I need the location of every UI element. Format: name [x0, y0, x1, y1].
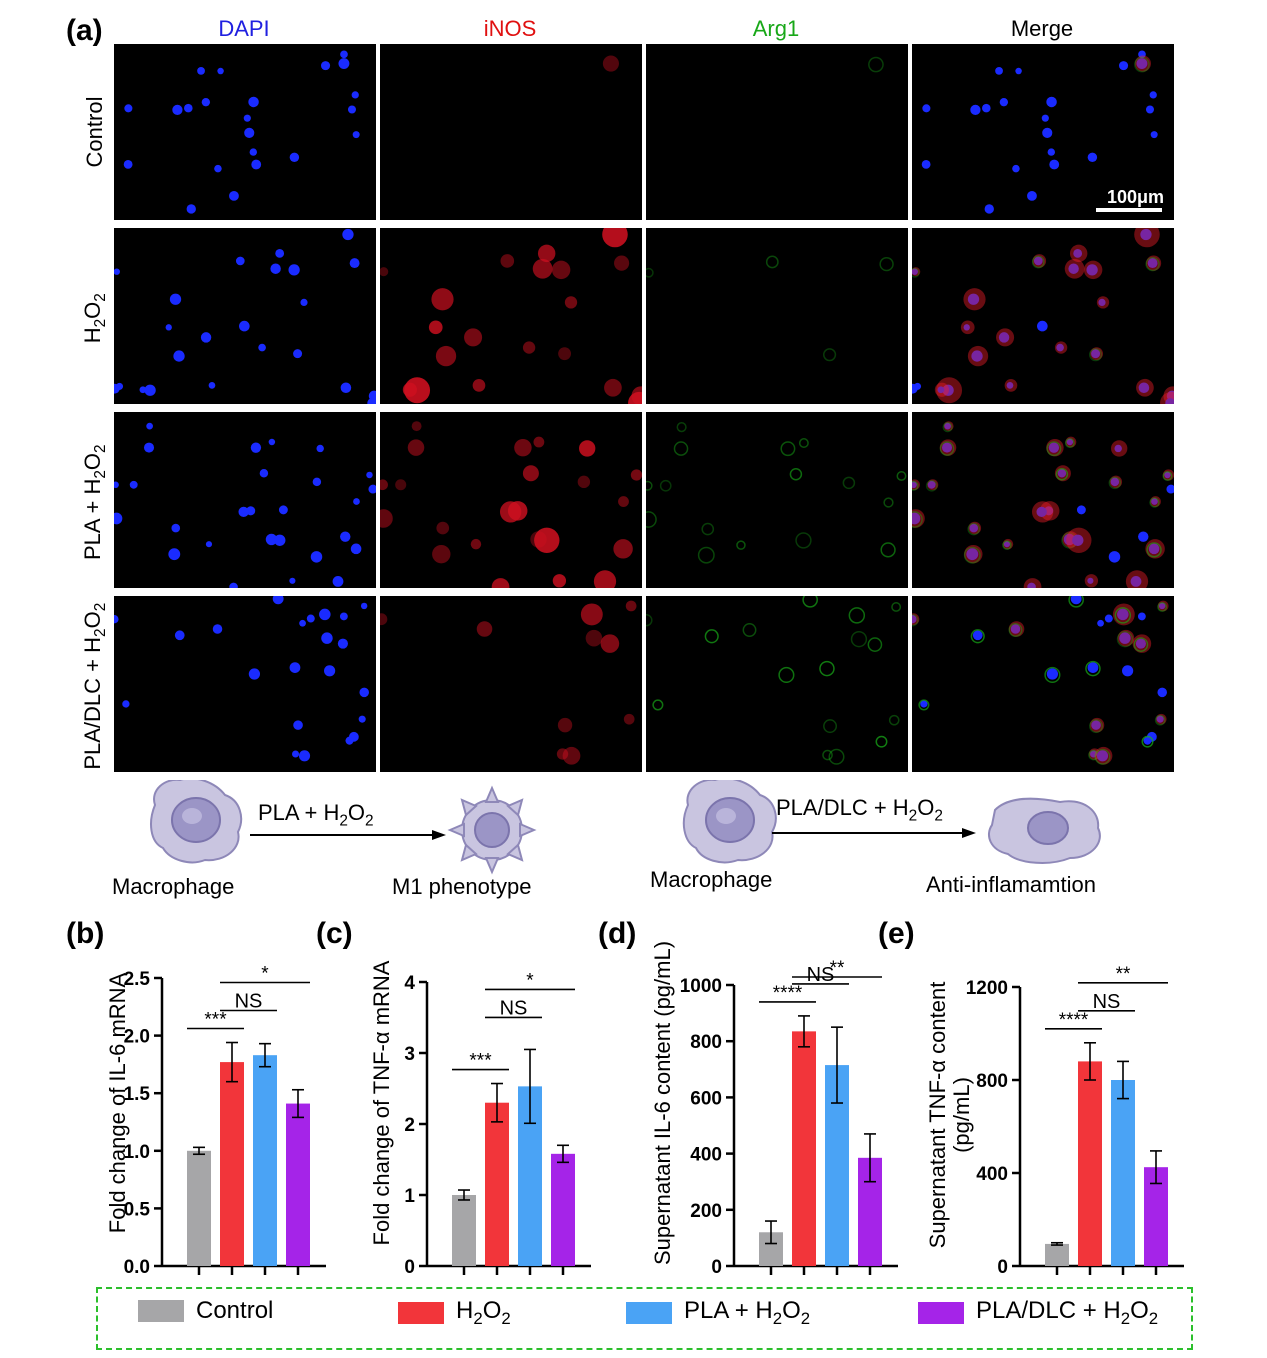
- significance-label: ***: [469, 1051, 492, 1072]
- bar-0: [452, 1195, 476, 1266]
- bar-3: [286, 1103, 310, 1266]
- macrophage-left-icon: [150, 780, 243, 864]
- panel-letter-2: (d): [598, 917, 637, 950]
- anti-inflammation-cell-icon: [988, 797, 1101, 864]
- bar-1: [485, 1102, 509, 1266]
- bar-3: [551, 1153, 575, 1266]
- y-tick-label: 400: [976, 1164, 1008, 1185]
- macrophage-label-left: Macrophage: [112, 874, 235, 899]
- y-tick-label: 1: [404, 1186, 415, 1207]
- y-tick-label: 1.5: [124, 1084, 151, 1105]
- macrophage-label-right: Macrophage: [650, 867, 773, 892]
- panel-letter-3: (e): [878, 917, 915, 950]
- bar-0: [1045, 1243, 1069, 1266]
- micrograph-merge-row2: [912, 412, 1174, 588]
- significance-label: NS: [807, 964, 835, 986]
- column-label-arg1: Arg1: [752, 16, 800, 41]
- y-tick-label: 2: [404, 1115, 415, 1136]
- y-tick-label: 1000: [680, 976, 722, 997]
- column-label-inos: iNOS: [483, 16, 537, 41]
- legend-item-3: PLA/DLC + H2O2: [918, 1297, 1158, 1329]
- significance-label: ****: [1059, 1010, 1089, 1031]
- y-tick-label: 0.5: [124, 1199, 151, 1220]
- legend-swatch: [138, 1300, 184, 1322]
- legend-label: PLA/DLC + H2O2: [976, 1297, 1159, 1328]
- legend-swatch: [398, 1301, 444, 1324]
- significance-label: NS: [500, 997, 528, 1019]
- panel-letter-1: (c): [316, 917, 353, 950]
- legend: [96, 1287, 1193, 1350]
- micrograph-dapi-row3: [114, 596, 376, 772]
- micrograph-arg1-row0: [646, 44, 908, 220]
- y-tick-label: 0.0: [124, 1257, 150, 1278]
- legend-item-0: Control: [138, 1297, 273, 1325]
- significance-label: *: [526, 970, 534, 991]
- legend-item-2: PLA + H2O2: [626, 1297, 810, 1329]
- significance-label: NS: [1093, 991, 1121, 1013]
- scale-bar-label: 100μm: [1106, 187, 1164, 207]
- legend-label: H2O2: [456, 1297, 511, 1328]
- arrow-label-pladlc: PLA/DLC + H2O2: [776, 795, 943, 825]
- significance-label: **: [830, 958, 845, 979]
- bar-1: [220, 1062, 244, 1266]
- micrograph-merge-row0: 100μm: [912, 44, 1174, 220]
- y-tick-label: 1.0: [124, 1142, 150, 1163]
- bar-2: [1111, 1080, 1135, 1266]
- bar-2: [253, 1055, 277, 1266]
- y-tick-label: 800: [976, 1071, 1008, 1092]
- y-tick-label: 2.5: [124, 969, 151, 990]
- column-label-merge: Merge: [1010, 16, 1074, 41]
- micrograph-arg1-row1: [646, 228, 908, 404]
- arrow-label-pla: PLA + H2O2: [258, 800, 374, 830]
- scale-bar: [1096, 208, 1162, 212]
- y-tick-label: 400: [690, 1145, 722, 1166]
- legend-label: Control: [196, 1297, 274, 1324]
- panel-a-letter: (a): [66, 14, 103, 47]
- y-tick-label: 800: [690, 1032, 722, 1053]
- y-tick-label: 600: [690, 1088, 722, 1109]
- legend-swatch: [918, 1301, 964, 1324]
- legend-swatch: [626, 1301, 672, 1324]
- y-tick-label: 200: [690, 1201, 722, 1222]
- bar-1: [1078, 1061, 1102, 1266]
- micrograph-inos-row2: [380, 412, 642, 588]
- m1-phenotype-label: M1 phenotype: [392, 874, 532, 899]
- y-tick-label: 0: [997, 1257, 1008, 1278]
- legend-label: PLA + H2O2: [684, 1297, 811, 1328]
- micrograph-dapi-row0: [114, 44, 376, 220]
- micrograph-dapi-row1: [114, 228, 376, 404]
- bar-1: [792, 1031, 816, 1266]
- significance-label: *: [261, 964, 269, 985]
- micrograph-arg1-row2: [646, 412, 908, 588]
- micrograph-merge-row1: [912, 228, 1174, 404]
- legend-item-1: H2O2: [398, 1297, 511, 1329]
- y-tick-label: 1200: [966, 978, 1008, 999]
- y-tick-label: 0: [711, 1257, 722, 1278]
- y-tick-label: 0: [404, 1257, 415, 1278]
- panel-letter-0: (b): [66, 917, 105, 950]
- micrograph-inos-row1: [380, 228, 642, 404]
- micrograph-merge-row3: [912, 596, 1174, 772]
- anti-inflammation-label: Anti-inflamamtion: [926, 872, 1096, 897]
- micrograph-inos-row0: [380, 44, 642, 220]
- y-tick-label: 3: [404, 1044, 415, 1065]
- significance-label: NS: [235, 991, 263, 1013]
- significance-label: **: [1116, 964, 1131, 985]
- bar-0: [187, 1150, 211, 1266]
- micrograph-arg1-row3: [646, 596, 908, 772]
- y-tick-label: 4: [404, 973, 415, 994]
- significance-label: ***: [204, 1010, 227, 1031]
- y-tick-label: 2.0: [124, 1027, 150, 1048]
- micrograph-inos-row3: [380, 596, 642, 772]
- significance-label: ****: [773, 983, 803, 1004]
- micrograph-dapi-row2: [114, 412, 376, 588]
- column-label-dapi: DAPI: [218, 16, 270, 41]
- m1-phenotype-icon: [447, 785, 537, 875]
- schematic: [150, 780, 1101, 875]
